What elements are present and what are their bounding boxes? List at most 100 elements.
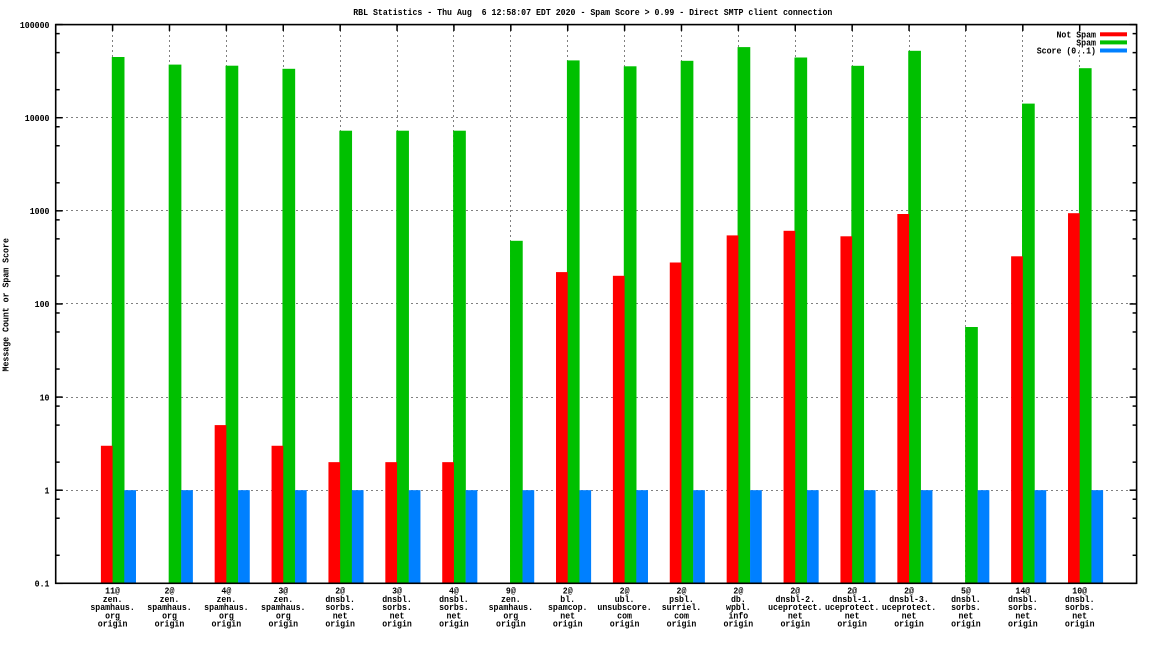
svg-text:zen.: zen. bbox=[103, 594, 123, 605]
svg-text:Spam: Spam bbox=[1076, 38, 1096, 49]
svg-text:net: net bbox=[959, 610, 974, 621]
svg-text:dnsbl.: dnsbl. bbox=[382, 594, 412, 605]
svg-text:14@: 14@ bbox=[1015, 586, 1030, 597]
svg-text:spamcop.: spamcop. bbox=[548, 602, 588, 613]
svg-text:4@: 4@ bbox=[221, 586, 231, 597]
svg-text:net: net bbox=[447, 610, 462, 621]
svg-text:zen.: zen. bbox=[501, 594, 521, 605]
svg-text:dnsbl-2.: dnsbl-2. bbox=[776, 594, 816, 605]
svg-text:Message Count or Spam Score: Message Count or Spam Score bbox=[1, 238, 12, 372]
svg-text:2@: 2@ bbox=[904, 586, 914, 597]
svg-text:org: org bbox=[105, 610, 120, 621]
svg-text:3@: 3@ bbox=[392, 586, 402, 597]
svg-text:2@: 2@ bbox=[620, 586, 630, 597]
svg-text:wpbl.: wpbl. bbox=[726, 602, 751, 613]
svg-text:net: net bbox=[1072, 610, 1087, 621]
svg-text:origin: origin bbox=[325, 619, 355, 630]
svg-text:dnsbl.: dnsbl. bbox=[1008, 594, 1038, 605]
svg-text:origin: origin bbox=[212, 619, 242, 630]
svg-text:db.: db. bbox=[731, 594, 746, 605]
svg-text:psbl.: psbl. bbox=[669, 594, 694, 605]
svg-text:org: org bbox=[162, 610, 177, 621]
svg-text:2@: 2@ bbox=[847, 586, 857, 597]
svg-text:2@: 2@ bbox=[335, 586, 345, 597]
svg-text:origin: origin bbox=[439, 619, 469, 630]
svg-text:uceprotect.: uceprotect. bbox=[825, 602, 879, 613]
svg-text:11@: 11@ bbox=[105, 586, 120, 597]
svg-text:origin: origin bbox=[894, 619, 924, 630]
svg-text:spamhaus.: spamhaus. bbox=[90, 602, 134, 613]
svg-text:origin: origin bbox=[1008, 619, 1038, 630]
svg-text:2@: 2@ bbox=[790, 586, 800, 597]
svg-text:spamhaus.: spamhaus. bbox=[147, 602, 191, 613]
svg-text:2@: 2@ bbox=[563, 586, 573, 597]
svg-text:dnsbl.: dnsbl. bbox=[325, 594, 355, 605]
svg-text:origin: origin bbox=[667, 619, 697, 630]
svg-text:info: info bbox=[728, 610, 748, 621]
svg-text:sorbs.: sorbs. bbox=[325, 602, 355, 613]
svg-text:com: com bbox=[617, 610, 632, 621]
svg-text:net: net bbox=[902, 610, 917, 621]
svg-text:origin: origin bbox=[382, 619, 412, 630]
svg-text:origin: origin bbox=[98, 619, 128, 630]
svg-text:origin: origin bbox=[553, 619, 583, 630]
svg-text:1000: 1000 bbox=[30, 206, 50, 217]
svg-text:spamhaus.: spamhaus. bbox=[261, 602, 305, 613]
svg-text:4@: 4@ bbox=[449, 586, 459, 597]
svg-text:sorbs.: sorbs. bbox=[1008, 602, 1038, 613]
svg-text:dnsbl.: dnsbl. bbox=[439, 594, 469, 605]
svg-text:100: 100 bbox=[35, 299, 50, 310]
svg-text:uceprotect.: uceprotect. bbox=[882, 602, 936, 613]
svg-text:net: net bbox=[788, 610, 803, 621]
svg-text:dnsbl.: dnsbl. bbox=[951, 594, 981, 605]
svg-text:origin: origin bbox=[155, 619, 185, 630]
svg-text:RBL Statistics - Thu Aug 6 12: RBL Statistics - Thu Aug 6 12:58:07 EDT … bbox=[353, 7, 832, 18]
svg-text:unsubscore.: unsubscore. bbox=[597, 602, 651, 613]
svg-text:2@: 2@ bbox=[165, 586, 175, 597]
svg-text:dnsbl-3.: dnsbl-3. bbox=[889, 594, 929, 605]
svg-text:com: com bbox=[674, 610, 689, 621]
svg-text:1: 1 bbox=[45, 485, 50, 496]
svg-text:origin: origin bbox=[268, 619, 298, 630]
svg-text:10: 10 bbox=[40, 392, 50, 403]
svg-text:origin: origin bbox=[837, 619, 867, 630]
svg-text:dnsbl.: dnsbl. bbox=[1065, 594, 1095, 605]
svg-text:zen.: zen. bbox=[273, 594, 293, 605]
svg-text:9@: 9@ bbox=[506, 586, 516, 597]
svg-text:net: net bbox=[390, 610, 405, 621]
svg-text:zen.: zen. bbox=[160, 594, 180, 605]
svg-text:2@: 2@ bbox=[733, 586, 743, 597]
svg-text:org: org bbox=[219, 610, 234, 621]
svg-text:Score (0..1): Score (0..1) bbox=[1037, 46, 1096, 57]
svg-text:uceprotect.: uceprotect. bbox=[768, 602, 822, 613]
svg-text:Not Spam: Not Spam bbox=[1056, 30, 1096, 41]
svg-text:org: org bbox=[276, 610, 291, 621]
svg-text:10000: 10000 bbox=[25, 113, 50, 124]
svg-text:sorbs.: sorbs. bbox=[382, 602, 412, 613]
svg-text:spamhaus.: spamhaus. bbox=[489, 602, 533, 613]
svg-text:net: net bbox=[1015, 610, 1030, 621]
svg-text:ubl.: ubl. bbox=[615, 594, 635, 605]
svg-text:10@: 10@ bbox=[1072, 586, 1087, 597]
svg-text:origin: origin bbox=[1065, 619, 1095, 630]
svg-text:org: org bbox=[503, 610, 518, 621]
svg-text:net: net bbox=[560, 610, 575, 621]
svg-text:3@: 3@ bbox=[278, 586, 288, 597]
svg-text:dnsbl-1.: dnsbl-1. bbox=[832, 594, 872, 605]
svg-text:zen.: zen. bbox=[216, 594, 236, 605]
svg-text:0.1: 0.1 bbox=[35, 579, 50, 590]
svg-text:origin: origin bbox=[496, 619, 526, 630]
svg-text:sorbs.: sorbs. bbox=[439, 602, 469, 613]
svg-text:2@: 2@ bbox=[677, 586, 687, 597]
svg-text:100000: 100000 bbox=[20, 20, 50, 31]
svg-text:origin: origin bbox=[610, 619, 640, 630]
svg-text:net: net bbox=[845, 610, 860, 621]
svg-text:spamhaus.: spamhaus. bbox=[204, 602, 248, 613]
svg-text:sorbs.: sorbs. bbox=[951, 602, 981, 613]
svg-text:origin: origin bbox=[724, 619, 754, 630]
svg-text:bl.: bl. bbox=[560, 594, 575, 605]
svg-text:origin: origin bbox=[951, 619, 981, 630]
svg-text:surriel.: surriel. bbox=[662, 602, 702, 613]
svg-text:sorbs.: sorbs. bbox=[1065, 602, 1095, 613]
svg-text:net: net bbox=[333, 610, 348, 621]
